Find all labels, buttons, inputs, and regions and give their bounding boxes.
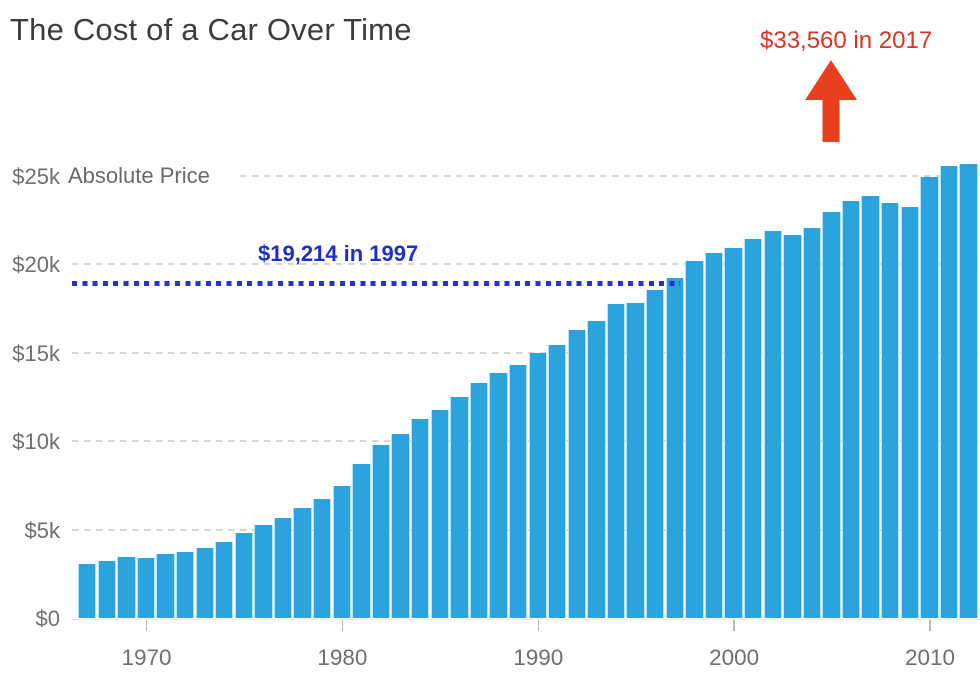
bar-1974 bbox=[215, 541, 234, 618]
bar-2008 bbox=[881, 203, 900, 618]
bar-1994 bbox=[606, 304, 626, 618]
bar-1968 bbox=[97, 560, 116, 618]
bar-2011 bbox=[939, 165, 959, 618]
series-label: Absolute Price bbox=[66, 163, 220, 191]
y-tick-label-$0: $0 bbox=[35, 606, 60, 631]
bar-1998 bbox=[685, 261, 704, 618]
up-arrow-icon bbox=[805, 60, 857, 142]
y-tick-label-$5k: $5k bbox=[24, 517, 60, 543]
reference-price-annotation: $19,214 in 1997 bbox=[258, 241, 419, 266]
bar-1984 bbox=[410, 419, 430, 618]
y-tick-label-$15k: $15k bbox=[12, 340, 60, 366]
bar-1981 bbox=[352, 463, 371, 618]
gridline-$20k bbox=[72, 263, 980, 266]
bar-1995 bbox=[626, 302, 645, 618]
y-tick-label-$20k: $20k bbox=[12, 252, 60, 278]
bar-1993 bbox=[587, 320, 606, 618]
bar-1982 bbox=[371, 445, 391, 618]
bar-1985 bbox=[430, 410, 449, 618]
x-tick-2010 bbox=[929, 620, 931, 631]
bar-2012 bbox=[959, 164, 978, 618]
bar-1999 bbox=[704, 252, 724, 618]
bar-1986 bbox=[450, 396, 469, 618]
future-price-annotation: $33,560 in 2017 bbox=[760, 27, 933, 54]
bar-1976 bbox=[254, 525, 273, 618]
x-tick-1990 bbox=[537, 620, 540, 631]
bar-2005 bbox=[822, 211, 841, 618]
bar-1989 bbox=[508, 365, 528, 618]
bar-1971 bbox=[156, 553, 175, 618]
x-tick-1980 bbox=[341, 620, 344, 631]
bar-2004 bbox=[802, 228, 822, 618]
x-tick-label-1990: 1990 bbox=[513, 645, 564, 670]
x-axis-line bbox=[72, 618, 980, 620]
x-tick-label-1970: 1970 bbox=[121, 645, 172, 670]
x-tick-label-2000: 2000 bbox=[709, 645, 760, 670]
bar-2003 bbox=[783, 235, 802, 618]
x-tick-2000 bbox=[733, 620, 735, 631]
bar-1979 bbox=[313, 499, 332, 618]
bar-1970 bbox=[136, 557, 156, 618]
bar-2000 bbox=[724, 247, 743, 618]
bar-1980 bbox=[332, 485, 352, 618]
y-tick-label-$25k: $25k bbox=[12, 164, 60, 189]
bar-1988 bbox=[489, 372, 508, 618]
bar-2006 bbox=[841, 200, 861, 618]
x-tick-1970 bbox=[145, 620, 148, 631]
bar-2007 bbox=[861, 195, 880, 618]
bar-2001 bbox=[743, 239, 763, 618]
bar-1997 bbox=[665, 278, 684, 618]
bar-1972 bbox=[175, 551, 195, 618]
bar-1978 bbox=[293, 508, 312, 618]
bar-2002 bbox=[763, 230, 782, 618]
x-tick-label-2010: 2010 bbox=[905, 645, 956, 670]
bar-1973 bbox=[195, 548, 214, 618]
bar-1992 bbox=[567, 330, 587, 618]
bar-1969 bbox=[117, 557, 136, 618]
bar-1990 bbox=[528, 352, 547, 618]
gridline-$25k bbox=[240, 175, 980, 177]
bar-1983 bbox=[391, 433, 410, 618]
bar-1967 bbox=[78, 564, 97, 618]
reference-dotted-line bbox=[72, 281, 680, 287]
bar-2009 bbox=[900, 206, 920, 618]
bar-1975 bbox=[234, 532, 254, 618]
x-tick-label-1980: 1980 bbox=[317, 645, 368, 670]
bar-2010 bbox=[920, 177, 939, 618]
bar-1996 bbox=[646, 290, 665, 618]
chart-title: The Cost of a Car Over Time bbox=[10, 12, 412, 47]
y-tick-label-$10k: $10k bbox=[12, 429, 60, 455]
bar-1977 bbox=[273, 517, 293, 618]
bar-1987 bbox=[469, 382, 489, 618]
gridline-$15k bbox=[72, 351, 980, 354]
bar-1991 bbox=[548, 345, 567, 618]
